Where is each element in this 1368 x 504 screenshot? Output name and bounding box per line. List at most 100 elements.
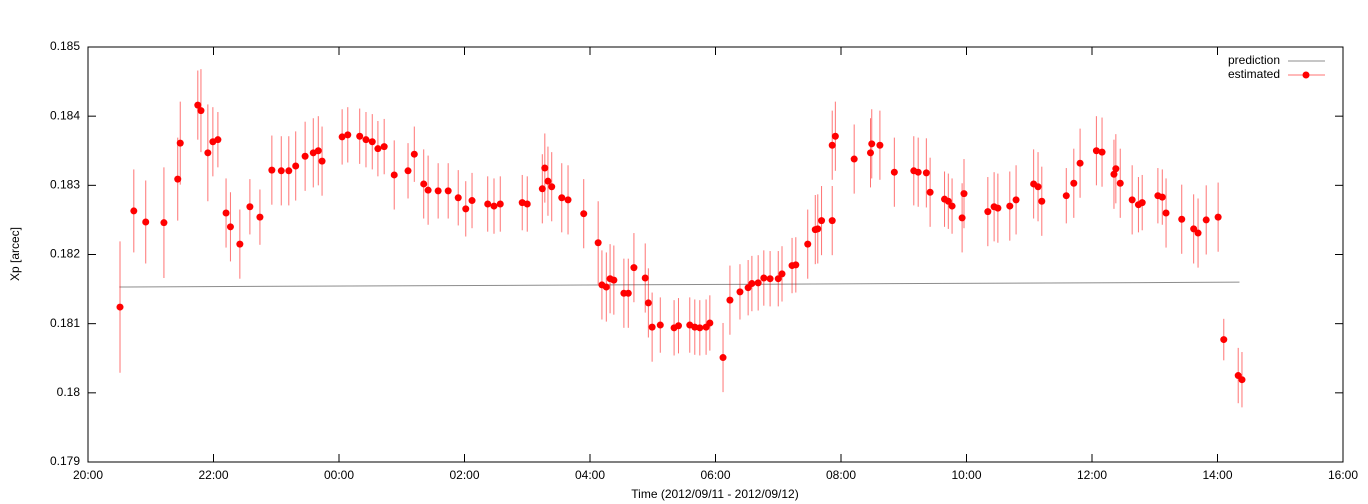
data-point: [454, 194, 462, 202]
data-point: [814, 225, 822, 233]
data-point: [538, 185, 546, 193]
y-axis-label: Xp [arcec]: [8, 227, 22, 281]
data-point: [1190, 225, 1198, 233]
x-axis-label: Time (2012/09/11 - 2012/09/12): [631, 487, 798, 501]
data-point: [644, 299, 652, 307]
data-point: [630, 264, 638, 272]
data-point: [541, 164, 549, 172]
data-point: [434, 187, 442, 195]
data-point: [523, 200, 531, 208]
data-point: [648, 323, 656, 331]
x-tick-label: 22:00: [198, 468, 228, 482]
data-point: [610, 276, 618, 284]
data-point: [792, 261, 800, 269]
data-point: [1092, 147, 1100, 155]
data-point: [1116, 179, 1124, 187]
data-point: [226, 223, 234, 231]
data-point: [868, 140, 876, 148]
data-point: [338, 133, 346, 141]
data-point: [462, 205, 470, 213]
data-point: [301, 152, 309, 160]
data-point: [1070, 179, 1078, 187]
data-point: [1112, 165, 1120, 173]
data-point: [580, 210, 588, 218]
x-tick-label: 14:00: [1202, 468, 1232, 482]
data-point: [490, 202, 498, 210]
data-point: [641, 274, 649, 282]
legend-label: estimated: [1228, 67, 1280, 81]
data-point: [818, 217, 826, 225]
data-point: [1034, 183, 1042, 191]
data-point: [944, 197, 952, 205]
y-tick-label: 0.179: [50, 454, 80, 468]
data-point: [1158, 193, 1166, 201]
data-point: [130, 207, 138, 215]
data-point: [1098, 148, 1106, 156]
data-point: [766, 275, 774, 283]
data-point: [176, 139, 184, 147]
data-point: [984, 208, 992, 216]
data-point: [410, 150, 418, 158]
data-point: [268, 166, 276, 174]
data-point: [960, 190, 968, 198]
data-point: [754, 279, 762, 287]
y-tick-label: 0.184: [50, 108, 80, 122]
y-tick-label: 0.182: [50, 247, 80, 261]
data-point: [1128, 196, 1136, 204]
data-point: [958, 214, 966, 222]
data-point: [356, 132, 364, 140]
data-point: [214, 136, 222, 144]
y-tick-label: 0.181: [50, 316, 80, 330]
x-tick-label: 16:00: [1328, 468, 1358, 482]
data-point: [1006, 202, 1014, 210]
data-point: [726, 296, 734, 304]
data-point: [876, 141, 884, 149]
y-tick-label: 0.18: [57, 385, 81, 399]
data-point: [1012, 196, 1020, 204]
data-point: [484, 200, 492, 208]
data-point: [778, 270, 786, 278]
data-point: [1178, 215, 1186, 223]
data-point: [656, 321, 664, 329]
data-point: [1138, 199, 1146, 207]
data-point: [1162, 209, 1170, 217]
data-point: [774, 275, 782, 283]
data-point: [548, 183, 556, 191]
data-point: [174, 175, 182, 183]
data-point: [194, 101, 202, 109]
data-point: [760, 274, 768, 282]
data-point: [318, 157, 326, 165]
x-tick-label: 04:00: [575, 468, 605, 482]
data-point: [424, 186, 432, 194]
x-tick-label: 08:00: [826, 468, 856, 482]
data-point: [1076, 159, 1084, 167]
prediction-line: [119, 281, 1240, 288]
data-point: [1062, 192, 1070, 200]
data-point: [404, 167, 412, 175]
data-point: [850, 155, 858, 163]
data-point: [277, 167, 285, 175]
data-point: [544, 177, 552, 185]
data-point: [804, 240, 812, 248]
data-point: [1214, 213, 1222, 221]
data-point: [256, 213, 264, 221]
y-tick-label: 0.185: [50, 39, 80, 53]
data-point: [564, 196, 572, 204]
data-point: [602, 283, 610, 291]
legend-label: prediction: [1228, 53, 1280, 67]
data-point: [204, 149, 212, 157]
data-point: [116, 303, 124, 311]
x-tick-label: 20:00: [73, 468, 103, 482]
x-tick-label: 12:00: [1077, 468, 1107, 482]
x-tick-label: 00:00: [324, 468, 354, 482]
x-tick-label: 06:00: [700, 468, 730, 482]
data-point: [828, 217, 836, 225]
plot-frame: [87, 46, 1344, 463]
data-point: [1238, 376, 1246, 384]
data-point: [736, 288, 744, 296]
data-point: [314, 147, 322, 155]
data-point: [828, 141, 836, 149]
data-point: [468, 197, 476, 205]
data-point: [1038, 197, 1046, 205]
legend-swatch-marker: [1302, 71, 1310, 79]
